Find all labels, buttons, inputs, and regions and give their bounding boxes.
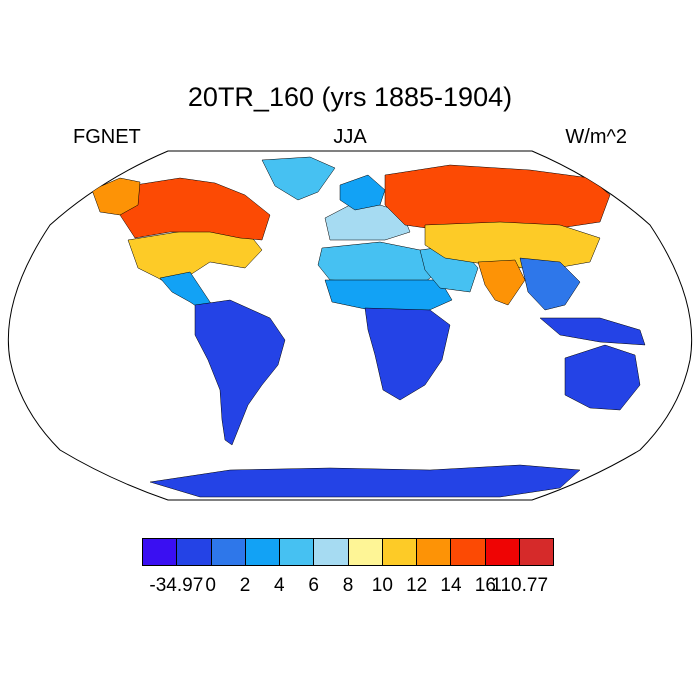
region-north-america-north: [119, 177, 271, 241]
colorbar-swatch-5: [314, 539, 349, 565]
region-indonesia: [539, 317, 646, 346]
colorbar-label-0: -34.97: [149, 575, 204, 596]
colorbar-swatch-9: [451, 539, 486, 565]
region-india: [477, 259, 526, 306]
colorbar-label-2: 2: [239, 575, 251, 596]
colorbar: [142, 538, 554, 566]
colorbar-label-5: 8: [342, 575, 354, 596]
colorbar-label-4: 6: [308, 575, 319, 596]
colorbar-swatch-11: [519, 539, 553, 565]
colorbar-swatch-6: [348, 539, 383, 565]
colorbar-label-3: 4: [274, 575, 285, 596]
colorbar-label-6: 10: [371, 575, 393, 596]
region-greenland: [261, 156, 336, 201]
region-southeast-asia: [519, 257, 581, 311]
colorbar-swatch-0: [143, 539, 178, 565]
colorbar-swatch-8: [417, 539, 452, 565]
colorbar-label-9: 16: [474, 575, 496, 596]
colorbar-swatch-2: [211, 539, 246, 565]
region-scandinavia: [339, 174, 386, 211]
land-masses: [91, 156, 646, 498]
dataset-label: FGNET: [73, 126, 141, 148]
colorbar-swatch-10: [485, 539, 520, 565]
region-siberia: [384, 164, 611, 231]
region-central-asia: [424, 221, 601, 271]
colorbar-label-8: 14: [440, 575, 462, 596]
region-alaska: [91, 177, 141, 216]
map-title: 20TR_160 (yrs 1885-1904): [187, 82, 513, 112]
colorbar-label-1: 0: [205, 575, 216, 596]
units-label: W/m^2: [565, 126, 627, 148]
region-australia: [564, 344, 641, 411]
region-central-south-africa: [364, 307, 451, 401]
colorbar-label-10: 110.77: [491, 575, 549, 596]
region-south-america: [194, 299, 286, 446]
season-label: JJA: [333, 126, 367, 148]
colorbar-swatch-1: [177, 539, 212, 565]
colorbar-label-7: 12: [406, 575, 428, 596]
colorbar-swatch-7: [382, 539, 417, 565]
colorbar-swatch-3: [245, 539, 280, 565]
colorbar-swatch-4: [280, 539, 315, 565]
region-antarctica: [149, 464, 581, 498]
